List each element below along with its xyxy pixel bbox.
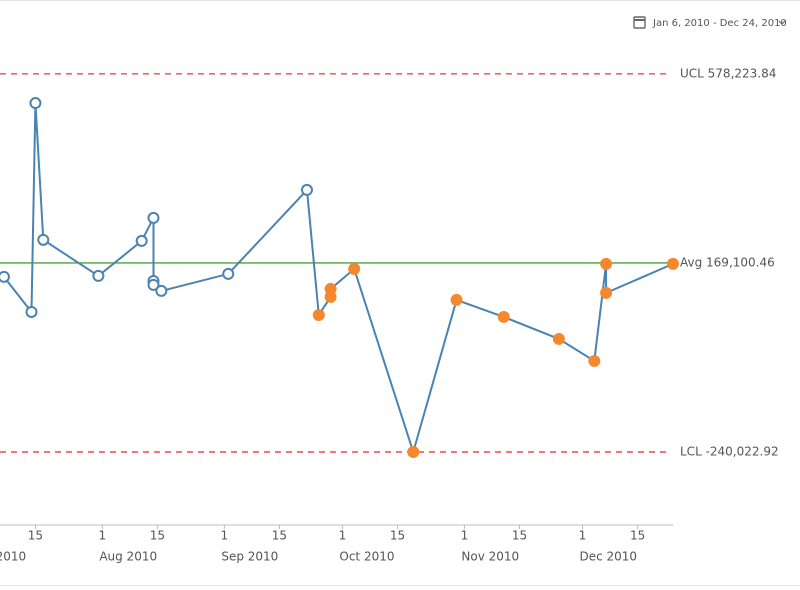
x-tick-label: 15 — [630, 529, 645, 543]
data-point — [600, 257, 613, 270]
month-label: Sep 2010 — [221, 550, 278, 564]
data-point — [147, 211, 160, 224]
data-point — [588, 354, 601, 367]
data-point — [552, 332, 565, 345]
data-point — [348, 262, 361, 275]
date-range-picker[interactable]: Jan 6, 2010 - Dec 24, 2010 — [633, 16, 787, 29]
data-point — [497, 310, 510, 323]
month-label: Aug 2010 — [99, 550, 157, 564]
data-point — [147, 278, 160, 291]
x-tick-label: 15 — [28, 529, 43, 543]
x-tick-label: 15 — [272, 529, 287, 543]
series-line — [3, 103, 674, 456]
data-point — [450, 293, 463, 306]
month-label: Dec 2010 — [579, 550, 637, 564]
data-point — [407, 445, 420, 458]
chevron — [778, 20, 786, 25]
control-line-label: UCL 578,223.84 — [680, 66, 776, 80]
month-label: Oct 2010 — [339, 550, 394, 564]
month-label: Nov 2010 — [461, 550, 519, 564]
calendar-icon — [633, 16, 646, 29]
data-point — [37, 233, 50, 246]
date-range[interactable]: Jan 6, 2010 - Dec 24, 2010 — [652, 18, 787, 29]
x-tick-label: 1 — [461, 529, 469, 543]
data-point — [155, 284, 168, 297]
control-line-label: Avg 169,100.46 — [680, 255, 775, 269]
data-point — [0, 270, 10, 283]
x-tick-label: 15 — [390, 529, 405, 543]
control-line-label: LCL -240,022.92 — [680, 444, 779, 458]
data-point — [324, 282, 337, 295]
data-point — [29, 97, 42, 110]
month-label: Jul 2010 — [0, 550, 26, 564]
data-point — [25, 305, 38, 318]
x-tick-label: 15 — [512, 529, 527, 543]
data-point — [222, 267, 235, 280]
x-tick-label: 1 — [579, 529, 587, 543]
data-point — [135, 234, 148, 247]
x-tick-label: 15 — [150, 529, 165, 543]
data-point — [667, 257, 679, 270]
data-point — [600, 286, 613, 299]
data-point — [300, 183, 313, 196]
x-tick-label: 1 — [99, 529, 107, 543]
x-tick-label: 1 — [221, 529, 229, 543]
data-point — [312, 308, 325, 321]
x-tick-label: 1 — [339, 529, 347, 543]
data-point — [92, 269, 105, 282]
